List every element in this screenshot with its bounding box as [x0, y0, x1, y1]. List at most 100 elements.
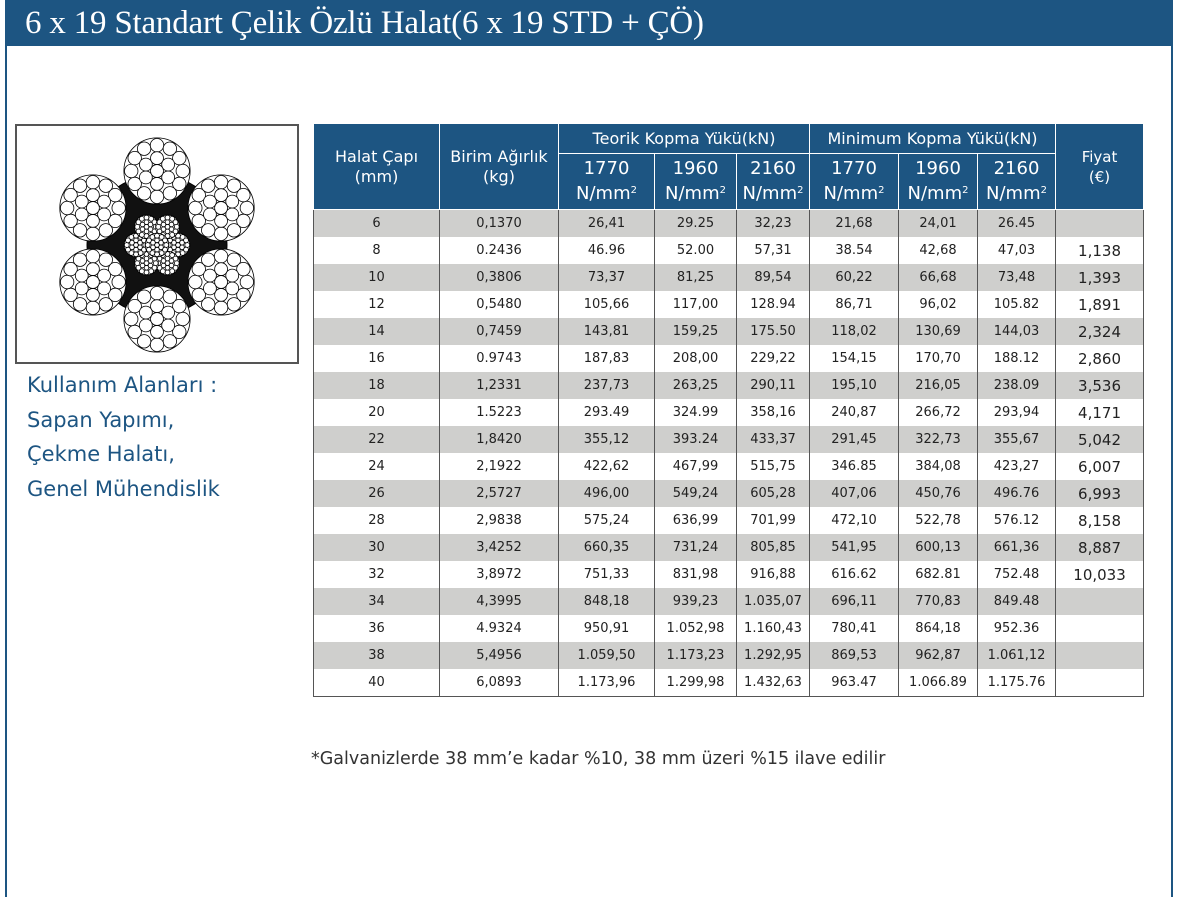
table-cell: 950,91: [558, 615, 655, 642]
table-cell: 73,48: [976, 264, 1057, 291]
table-cell: 864,18: [898, 615, 978, 642]
price-cell: 8,158: [1055, 507, 1145, 534]
table-row: 16 0.9743 187,83 208,00 229,22 154,15 170,70 18…: [313, 345, 1145, 372]
table-cell: 0,7459: [439, 318, 559, 345]
table-cell: 38: [313, 642, 440, 669]
grade-value: 2160: [993, 158, 1040, 179]
table-cell: 1.292,95: [736, 642, 810, 669]
table-cell: 522,78: [898, 507, 978, 534]
grade-unit-text: N/mm: [665, 183, 720, 204]
table-cell: 939,23: [654, 588, 737, 615]
table-cell: 422,62: [558, 453, 655, 480]
grade-unit-text: N/mm: [907, 183, 963, 204]
header-grade-1: 1960 N/mm2: [654, 153, 737, 210]
table-cell: 175.50: [736, 318, 810, 345]
grade-unit-text: N/mm: [576, 183, 631, 204]
grade-unit: N/mm2: [655, 180, 736, 205]
grade-header-row: 1770 N/mm2 1960 N/mm2 2160 N/mm2 1770 N/mm2 1960…: [314, 153, 1144, 210]
table-cell: 154,15: [809, 345, 899, 372]
price-cell: 10,033: [1055, 561, 1145, 588]
table-row: 30 3,4252 660,35 731,24 805,85 541,95 600,13 66…: [313, 534, 1145, 561]
price-cell: 8,887: [1055, 534, 1145, 561]
table-cell: 1.035,07: [736, 588, 810, 615]
table-cell: 515,75: [736, 453, 810, 480]
table-cell: 21,68: [809, 209, 899, 237]
price-cell: [1055, 615, 1145, 642]
table-cell: 0,5480: [439, 291, 559, 318]
price-cell: 4,171: [1055, 399, 1145, 426]
table-cell: 1.175.76: [976, 669, 1057, 697]
header-diameter-label: Halat Çapı: [334, 146, 419, 166]
table-cell: 30: [313, 534, 440, 561]
table-cell: 263,25: [654, 372, 737, 399]
table-cell: 40: [313, 669, 440, 697]
table-cell: 605,28: [736, 480, 810, 507]
grade-value: 1960: [672, 158, 719, 179]
header-theoretical-break-load: Teorik Kopma Yükü(kN): [558, 123, 810, 154]
table-cell: 682.81: [898, 561, 978, 588]
table-cell: 216,05: [898, 372, 978, 399]
table-cell: 159,25: [654, 318, 737, 345]
table-row: 14 0,7459 143,81 159,25 175.50 118,02 130,69 14…: [313, 318, 1145, 345]
header-grade-3: 1770 N/mm2: [809, 153, 899, 210]
table-cell: 0,1370: [439, 209, 559, 237]
grade-unit-exponent: 2: [962, 185, 969, 196]
table-row: 6 0,1370 26,41 29.25 32,23 21,68 24,01 26.45: [313, 209, 1145, 237]
table-cell: 28: [313, 507, 440, 534]
table-cell: 963.47: [809, 669, 899, 697]
header-grade-5: 2160 N/mm2: [976, 153, 1057, 210]
price-cell: [1055, 209, 1145, 237]
table-cell: 2,5727: [439, 480, 559, 507]
page-title: 6 x 19 Standart Çelik Özlü Halat(6 x 19 …: [25, 5, 704, 41]
table-cell: 46.96: [558, 237, 655, 264]
price-cell: 2,860: [1055, 345, 1145, 372]
usage-line: Çekme Halatı,: [27, 442, 175, 466]
table-row: 28 2,9838 575,24 636,99 701,99 472,10 522,78 57…: [313, 507, 1145, 534]
table-cell: 38.54: [809, 237, 899, 264]
table-cell: 266,72: [898, 399, 978, 426]
table-cell: 752.48: [976, 561, 1057, 588]
table-cell: 293,94: [976, 399, 1057, 426]
price-cell: 1,138: [1055, 237, 1145, 264]
table-cell: 3,8972: [439, 561, 559, 588]
table-cell: 0,3806: [439, 264, 559, 291]
table-cell: 118,02: [809, 318, 899, 345]
table-cell: 636,99: [654, 507, 737, 534]
usage-areas: Kullanım Alanları : Sapan Yapımı, Çekme …: [27, 368, 220, 506]
grade-unit-exponent: 2: [797, 185, 804, 196]
table-row: 40 6,0893 1.173,96 1.299,98 1.432,63 963.47 1.…: [313, 669, 1145, 697]
grade-unit-exponent: 2: [719, 185, 726, 196]
table-cell: 849.48: [976, 588, 1057, 615]
title-bar: 6 x 19 Standart Çelik Özlü Halat(6 x 19 …: [5, 0, 1173, 46]
table-cell: 1.061,12: [976, 642, 1057, 669]
header-grade-4: 1960 N/mm2: [898, 153, 978, 210]
table-cell: 117,00: [654, 291, 737, 318]
table-cell: 472,10: [809, 507, 899, 534]
table-cell: 549,24: [654, 480, 737, 507]
header-price-unit: (€): [1088, 167, 1111, 186]
table-cell: 1.059,50: [558, 642, 655, 669]
table-cell: 18: [313, 372, 440, 399]
table-cell: 2,1922: [439, 453, 559, 480]
price-cell: 5,042: [1055, 426, 1145, 453]
grade-unit: N/mm2: [810, 180, 898, 205]
table-cell: 407,06: [809, 480, 899, 507]
table-row: 8 0.2436 46.96 52.00 57,31 38.54 42,68 47,03 1,1…: [313, 237, 1145, 264]
table-cell: 869,53: [809, 642, 899, 669]
table-cell: 42,68: [898, 237, 978, 264]
table-row: 32 3,8972 751,33 831,98 916,88 616.62 682.81 75…: [313, 561, 1145, 588]
grade-value: 1770: [583, 158, 630, 179]
table-cell: 805,85: [736, 534, 810, 561]
table-cell: 701,99: [736, 507, 810, 534]
table-cell: 770,83: [898, 588, 978, 615]
table-cell: 962,87: [898, 642, 978, 669]
table-row: 24 2,1922 422,62 467,99 515,75 346.85 384,08 42…: [313, 453, 1145, 480]
table-cell: 1,8420: [439, 426, 559, 453]
table-cell: 916,88: [736, 561, 810, 588]
table-cell: 346.85: [809, 453, 899, 480]
price-cell: [1055, 588, 1145, 615]
table-cell: 661,36: [976, 534, 1057, 561]
table-cell: 96,02: [898, 291, 978, 318]
price-cell: 1,393: [1055, 264, 1145, 291]
table-cell: 32,23: [736, 209, 810, 237]
